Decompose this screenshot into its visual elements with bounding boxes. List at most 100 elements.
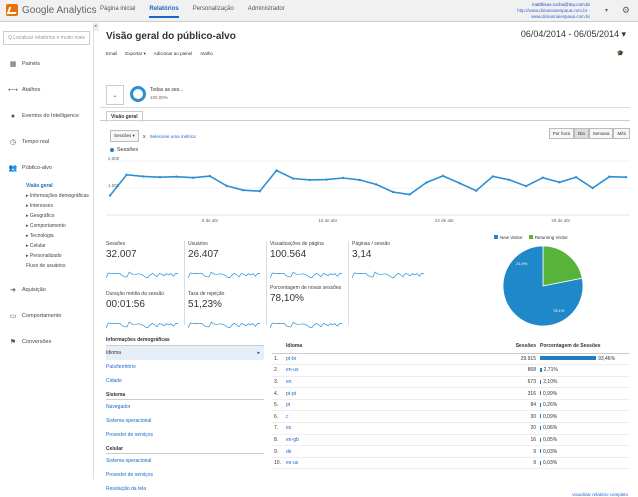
returning-visitor-slice[interactable] [542, 245, 583, 287]
sidebar-subitem[interactable]: ▸ Geográfico [26, 213, 55, 219]
sidebar-subitem[interactable]: Visão geral [26, 183, 53, 189]
metric-tile[interactable]: Páginas / sessão 3,14 [352, 241, 426, 285]
language-link[interactable]: c [284, 410, 498, 424]
col-language[interactable]: Idioma [284, 339, 498, 354]
metric-tile[interactable]: Usuários 26.407 [188, 241, 262, 285]
data-point[interactable] [591, 186, 594, 190]
demo-country[interactable]: País/território [106, 364, 136, 370]
data-point[interactable] [158, 176, 162, 179]
sidebar-subitem[interactable]: ▸ Celular [26, 243, 46, 249]
data-point[interactable] [608, 175, 611, 178]
nav-reports[interactable]: Relatórios [149, 6, 179, 18]
sidebar-item-arrows[interactable]: ⟷ Atalhos [0, 77, 93, 103]
sidebar-subitem[interactable]: ▸ Comportamento [26, 223, 66, 229]
account-selector[interactable]: matthieus.rocha@ticy.com.br http://www.d… [517, 2, 590, 20]
new-visitor-slice[interactable] [502, 245, 584, 327]
add-to-dashboard-button[interactable]: Adicionar ao painel [153, 51, 193, 56]
search-input[interactable]: Q Localizar relatórios e muito mais [3, 31, 90, 45]
gear-icon[interactable]: ⚙ [621, 5, 630, 15]
language-link[interactable]: en-us [284, 364, 498, 377]
data-point[interactable] [624, 176, 628, 179]
data-point[interactable] [491, 175, 495, 178]
full-report-link[interactable]: visualizar relatório completo [572, 492, 628, 497]
data-point[interactable] [375, 183, 378, 186]
sidebar-subitem[interactable]: ▸ Interesses [26, 203, 53, 209]
language-link[interactable]: es-us [284, 457, 498, 470]
data-point[interactable] [275, 169, 278, 172]
email-button[interactable]: Email [106, 51, 118, 56]
day-button[interactable]: Dia [573, 128, 589, 139]
shortcut-button[interactable]: Atalho [200, 51, 213, 56]
language-link[interactable]: es [284, 422, 498, 435]
select-metric-link[interactable]: Selecione uma métrica [149, 133, 196, 139]
demo-browser[interactable]: Navegador [106, 404, 131, 410]
data-point[interactable] [358, 178, 361, 182]
data-point[interactable] [524, 184, 528, 188]
sidebar-item-bulb[interactable]: ● Eventos do Intelligence [0, 103, 93, 129]
metric-tile[interactable]: Duração média da sessão 00:01:56 [106, 291, 180, 335]
sidebar-subitem[interactable]: ▸ Tecnologia [26, 233, 54, 239]
data-point[interactable] [208, 174, 212, 178]
metric-tile[interactable]: Sessões 32.007 [106, 241, 180, 285]
language-link[interactable]: en-gb [284, 434, 498, 447]
data-point[interactable] [541, 176, 544, 179]
sidebar-item-flag[interactable]: ⚑ Conversões [0, 329, 93, 355]
data-point[interactable] [458, 181, 461, 185]
export-button[interactable]: Exportar ▾ [125, 51, 146, 56]
nav-customization[interactable]: Personalização [192, 6, 234, 12]
data-point[interactable] [308, 178, 311, 182]
data-point[interactable] [175, 175, 178, 178]
week-button[interactable]: Semana [588, 128, 614, 139]
date-range-picker[interactable]: 06/04/2014 - 06/05/2014 ▾ [520, 29, 626, 39]
language-link[interactable]: de [284, 445, 498, 458]
data-point[interactable] [325, 178, 328, 181]
data-point[interactable] [142, 175, 145, 178]
demo-os[interactable]: Sistema operacional [106, 418, 152, 424]
sidebar-subitem[interactable]: ▸ Informações demográficas [26, 193, 89, 199]
language-link[interactable]: pt-br [284, 353, 498, 366]
data-point[interactable] [574, 176, 578, 179]
chevron-down-icon[interactable]: ▾ [604, 8, 608, 14]
sidebar-item-clock[interactable]: ◷ Tempo real [0, 129, 93, 155]
data-point[interactable] [474, 189, 478, 192]
sessions-line-chart[interactable]: 2.000 1.000 8 de abr 15 de abr 22 de abr 29 d… [106, 155, 630, 227]
graduation-cap-icon[interactable]: 🎓 [616, 51, 624, 57]
data-point[interactable] [441, 174, 445, 178]
demo-service-provider[interactable]: Provedor de serviços [106, 432, 153, 438]
metric-tile[interactable]: Visualizações de página 100.564 [270, 241, 344, 285]
tab-overview[interactable]: Visão geral [106, 111, 143, 122]
demo-city[interactable]: Cidade [106, 378, 122, 384]
month-button[interactable]: Mês [613, 128, 630, 139]
segment-expand-chevron-icon[interactable]: ⌄ [106, 85, 124, 105]
data-point[interactable] [108, 194, 112, 197]
data-point[interactable] [425, 181, 428, 184]
sidebar-item-people[interactable]: 👥 Público-alvo [0, 155, 93, 181]
visitor-pie-chart[interactable]: 78,1% 21,9% [502, 245, 584, 327]
demo-screen-resolution[interactable]: Resolução da tela [106, 486, 147, 492]
sidebar-subitem[interactable]: Fluxo de usuários [26, 263, 66, 269]
col-sessions[interactable]: Sessões [498, 339, 538, 354]
collapse-sidebar-icon[interactable]: ◂ [94, 23, 99, 31]
metric-tile[interactable]: Porcentagem de novas sessões 78,10% [270, 285, 344, 329]
sidebar-subitem[interactable]: ▸ Personalizado [26, 253, 62, 259]
nav-home[interactable]: Página inicial [100, 6, 136, 12]
google-analytics-logo[interactable]: Google Analytics [6, 4, 97, 16]
data-point[interactable] [408, 193, 411, 196]
sidebar-item-acquisition[interactable]: ➜ Aquisição [0, 277, 93, 303]
demo-mobile-os[interactable]: Sistema operacional [106, 458, 152, 464]
nav-admin[interactable]: Administrador [247, 6, 285, 12]
col-percent[interactable]: Porcentagem de Sessões [538, 339, 630, 354]
data-point[interactable] [291, 177, 295, 180]
data-point[interactable] [391, 190, 395, 194]
demo-language[interactable]: Idioma ▸ [106, 346, 264, 360]
sidebar-item-page[interactable]: ▭ Comportamento [0, 303, 93, 329]
data-point[interactable] [225, 184, 228, 188]
demo-mobile-provider[interactable]: Provedor de serviços [106, 472, 153, 478]
metric-dropdown[interactable]: Sessões ▾ [110, 130, 139, 142]
language-link[interactable]: pt-pt [284, 387, 498, 400]
data-point[interactable] [258, 190, 262, 193]
language-link[interactable]: en [284, 376, 498, 389]
data-point[interactable] [125, 173, 128, 176]
data-point[interactable] [241, 188, 245, 192]
data-point[interactable] [508, 178, 511, 182]
